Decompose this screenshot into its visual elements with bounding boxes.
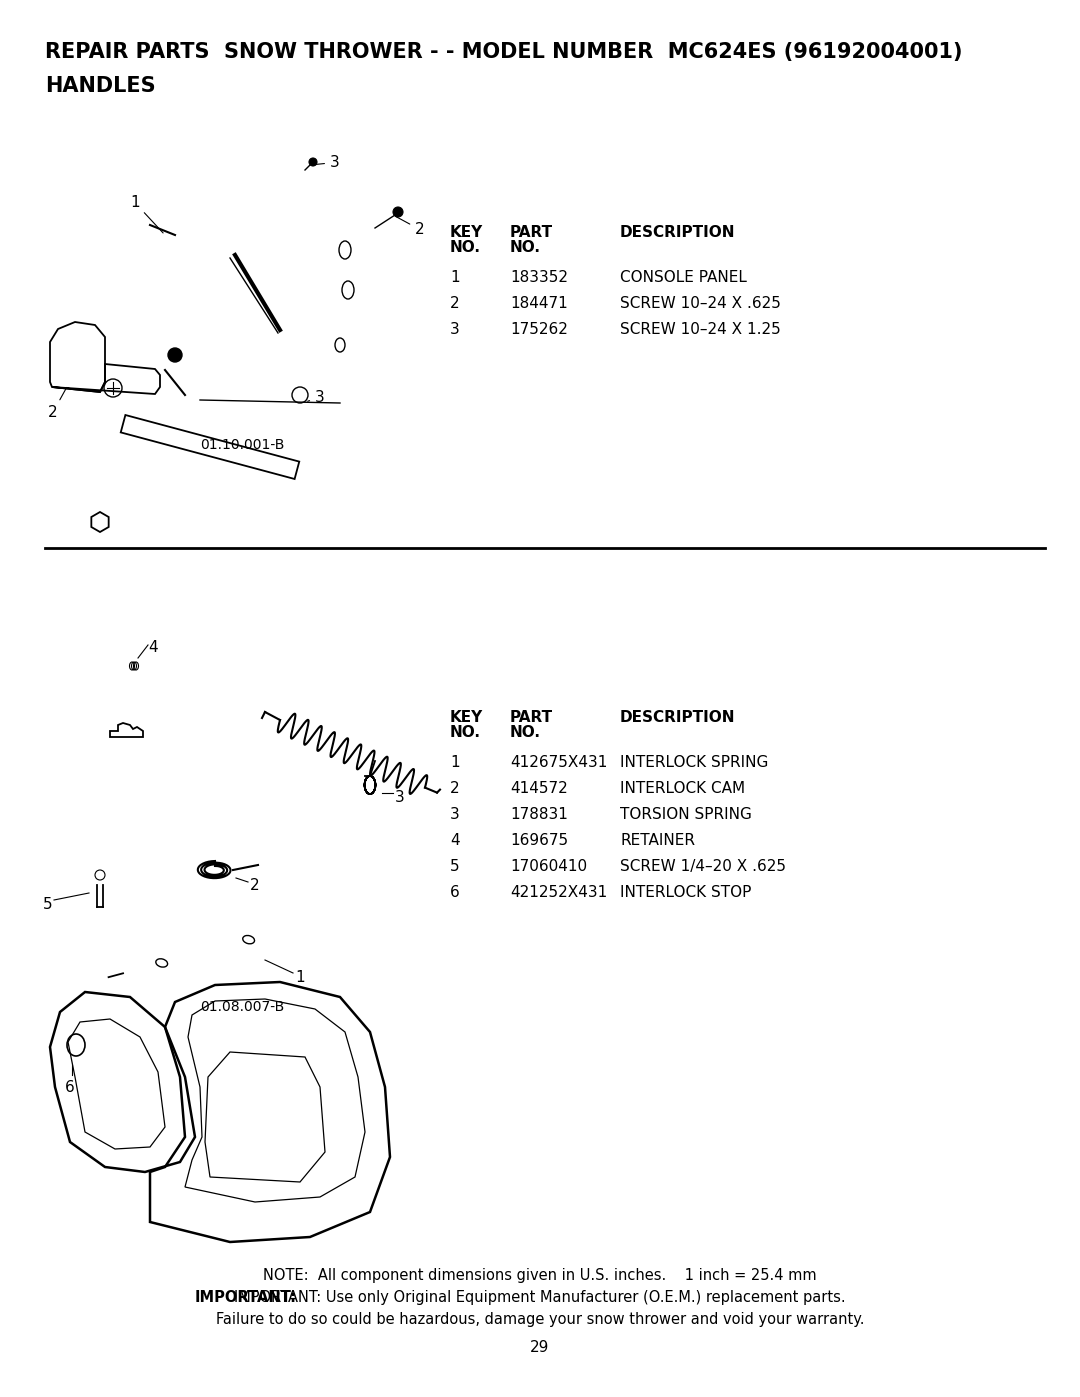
Text: 4: 4: [450, 833, 460, 848]
Text: IMPORTANT: Use only Original Equipment Manufacturer (O.E.M.) replacement parts.: IMPORTANT: Use only Original Equipment M…: [234, 1289, 846, 1305]
Text: INTERLOCK CAM: INTERLOCK CAM: [620, 781, 745, 796]
Text: 5: 5: [42, 897, 52, 912]
Text: 1: 1: [130, 196, 163, 233]
Text: SCREW 10–24 X .625: SCREW 10–24 X .625: [620, 296, 781, 312]
Text: 2: 2: [48, 387, 67, 420]
Text: 29: 29: [530, 1340, 550, 1355]
Text: 169675: 169675: [510, 833, 568, 848]
Text: REPAIR PARTS  SNOW THROWER - - MODEL NUMBER  MC624ES (96192004001): REPAIR PARTS SNOW THROWER - - MODEL NUMB…: [45, 42, 962, 61]
Text: SCREW 10–24 X 1.25: SCREW 10–24 X 1.25: [620, 321, 781, 337]
Circle shape: [168, 348, 183, 362]
Text: 6: 6: [65, 1080, 75, 1095]
Text: 2: 2: [450, 781, 460, 796]
Text: 3: 3: [313, 155, 340, 170]
Circle shape: [309, 158, 318, 166]
Circle shape: [393, 207, 403, 217]
Text: 183352: 183352: [510, 270, 568, 285]
Text: IMPORTANT:: IMPORTANT:: [195, 1289, 297, 1305]
Text: SCREW 1/4–20 X .625: SCREW 1/4–20 X .625: [620, 859, 786, 875]
Text: 4: 4: [148, 640, 158, 655]
Text: 17060410: 17060410: [510, 859, 588, 875]
Text: PART: PART: [510, 225, 553, 240]
Text: 1: 1: [450, 754, 460, 770]
Text: 1: 1: [295, 970, 305, 985]
Text: 1: 1: [450, 270, 460, 285]
Text: 414572: 414572: [510, 781, 568, 796]
Text: 01.10.001-B: 01.10.001-B: [200, 439, 284, 453]
Text: NO.: NO.: [450, 240, 481, 256]
Text: 421252X431: 421252X431: [510, 886, 607, 900]
Text: 3: 3: [308, 390, 325, 405]
Text: 178831: 178831: [510, 807, 568, 821]
Text: PART: PART: [510, 710, 553, 725]
Text: RETAINER: RETAINER: [620, 833, 696, 848]
Text: Failure to do so could be hazardous, damage your snow thrower and void your warr: Failure to do so could be hazardous, dam…: [216, 1312, 864, 1327]
Text: 3: 3: [395, 789, 405, 805]
Text: 184471: 184471: [510, 296, 568, 312]
Text: 2: 2: [450, 296, 460, 312]
Text: KEY: KEY: [450, 710, 483, 725]
Text: HANDLES: HANDLES: [45, 75, 156, 96]
Text: 01.08.007-B: 01.08.007-B: [200, 1000, 284, 1014]
Text: 3: 3: [450, 321, 460, 337]
Text: 3: 3: [450, 807, 460, 821]
Text: KEY: KEY: [450, 225, 483, 240]
Text: DESCRIPTION: DESCRIPTION: [620, 225, 735, 240]
Text: NO.: NO.: [510, 725, 541, 740]
Text: NO.: NO.: [510, 240, 541, 256]
Text: 412675X431: 412675X431: [510, 754, 607, 770]
Text: 175262: 175262: [510, 321, 568, 337]
Text: 6: 6: [450, 886, 460, 900]
Text: CONSOLE PANEL: CONSOLE PANEL: [620, 270, 747, 285]
Text: INTERLOCK STOP: INTERLOCK STOP: [620, 886, 752, 900]
Text: DESCRIPTION: DESCRIPTION: [620, 710, 735, 725]
Text: 5: 5: [450, 859, 460, 875]
Text: 2: 2: [249, 877, 259, 893]
Text: INTERLOCK SPRING: INTERLOCK SPRING: [620, 754, 768, 770]
Text: NOTE:  All component dimensions given in U.S. inches.    1 inch = 25.4 mm: NOTE: All component dimensions given in …: [264, 1268, 816, 1282]
Text: TORSION SPRING: TORSION SPRING: [620, 807, 752, 821]
Text: 2: 2: [395, 217, 424, 237]
Text: NO.: NO.: [450, 725, 481, 740]
